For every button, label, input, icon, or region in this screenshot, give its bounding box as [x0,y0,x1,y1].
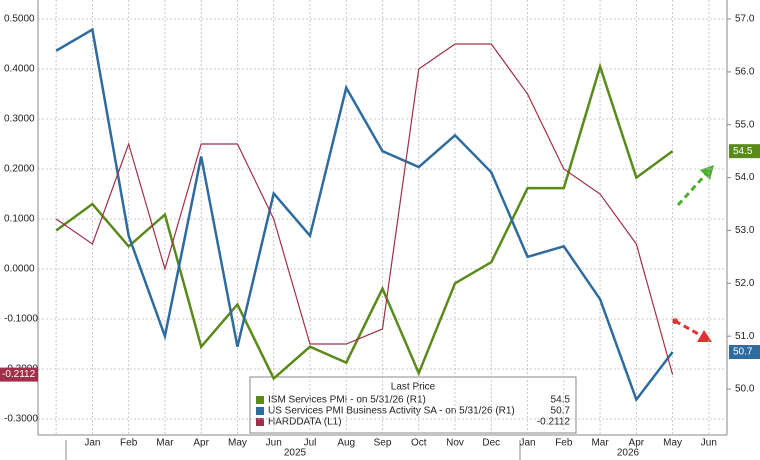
series-line [55,62,674,381]
x-tick-label: Sep [374,438,392,449]
legend-value: 50.7 [551,406,571,417]
y2-tick-label: 54.0 [735,172,755,183]
y2-tick-label: 50.0 [735,384,755,395]
y2-tick-label: 57.0 [735,14,755,25]
y-tick-label: -0.1000 [4,314,38,325]
x-tick-label: Jun [701,438,717,449]
y-tick-label: 0.4000 [4,64,35,75]
legend: Last Price ISM Services PMI - on 5/31/26… [249,376,577,434]
arrow-head [697,330,712,342]
legend-value: -0.2112 [537,417,571,428]
x-tick-label: Mar [156,438,174,449]
legend-title: Last Price [391,382,436,393]
x-tick-label: Feb [555,438,573,449]
legend-label: HARDDATA (L1) [268,417,342,428]
x-tick-label: Jan [84,438,100,449]
year-label: 2025 [284,448,307,459]
y-tick-label: 0.0000 [4,264,35,275]
y-tick-label: -0.3000 [4,414,38,425]
annotation-arrow [676,170,710,207]
last-tag-label: -0.2112 [2,369,36,380]
x-tick-label: Apr [629,438,645,449]
last-tag [729,345,760,360]
x-tick-label: Dec [482,438,500,449]
y-tick-label: 0.3000 [4,114,35,125]
last-tag [0,367,38,382]
x-tick-label: Aug [337,438,355,449]
legend-swatch [256,418,264,426]
legend-swatch [256,396,264,404]
x-tick-label: Jul [304,438,317,449]
x-tick-label: Feb [120,438,138,449]
y2-tick-label: 56.0 [735,67,755,78]
y-tick-label: 0.2000 [4,164,35,175]
series-line [55,43,674,375]
last-tag [729,144,760,159]
x-tick-label: Oct [411,438,427,449]
annotation-arrow [674,319,703,338]
x-tick-label: Apr [193,438,209,449]
y2-tick-label: 52.0 [735,278,755,289]
x-tick-label: Jun [266,438,282,449]
legend-label: US Services PMI Business Activity SA - o… [268,406,515,417]
y2-tick-label: 51.0 [735,331,755,342]
y2-tick-label: 55.0 [735,119,755,130]
legend-swatch [256,407,264,415]
x-tick-label: Nov [446,438,464,449]
last-tag-label: 50.7 [733,347,753,358]
x-tick-label: Jan [519,438,535,449]
legend-box [249,376,577,434]
last-tag-label: 54.5 [733,146,753,157]
x-tick-label: Mar [591,438,609,449]
series-line [55,27,674,403]
legend-label: ISM Services PMI - on 5/31/26 (R1) [268,395,426,406]
x-tick-label: May [663,438,682,449]
x-tick-label: May [228,438,247,449]
y2-tick-label: 53.0 [735,225,755,236]
y-tick-label: 0.1000 [4,214,35,225]
y-tick-label: 0.5000 [4,14,35,25]
legend-value: 54.5 [551,395,571,406]
year-label: 2026 [617,448,640,459]
